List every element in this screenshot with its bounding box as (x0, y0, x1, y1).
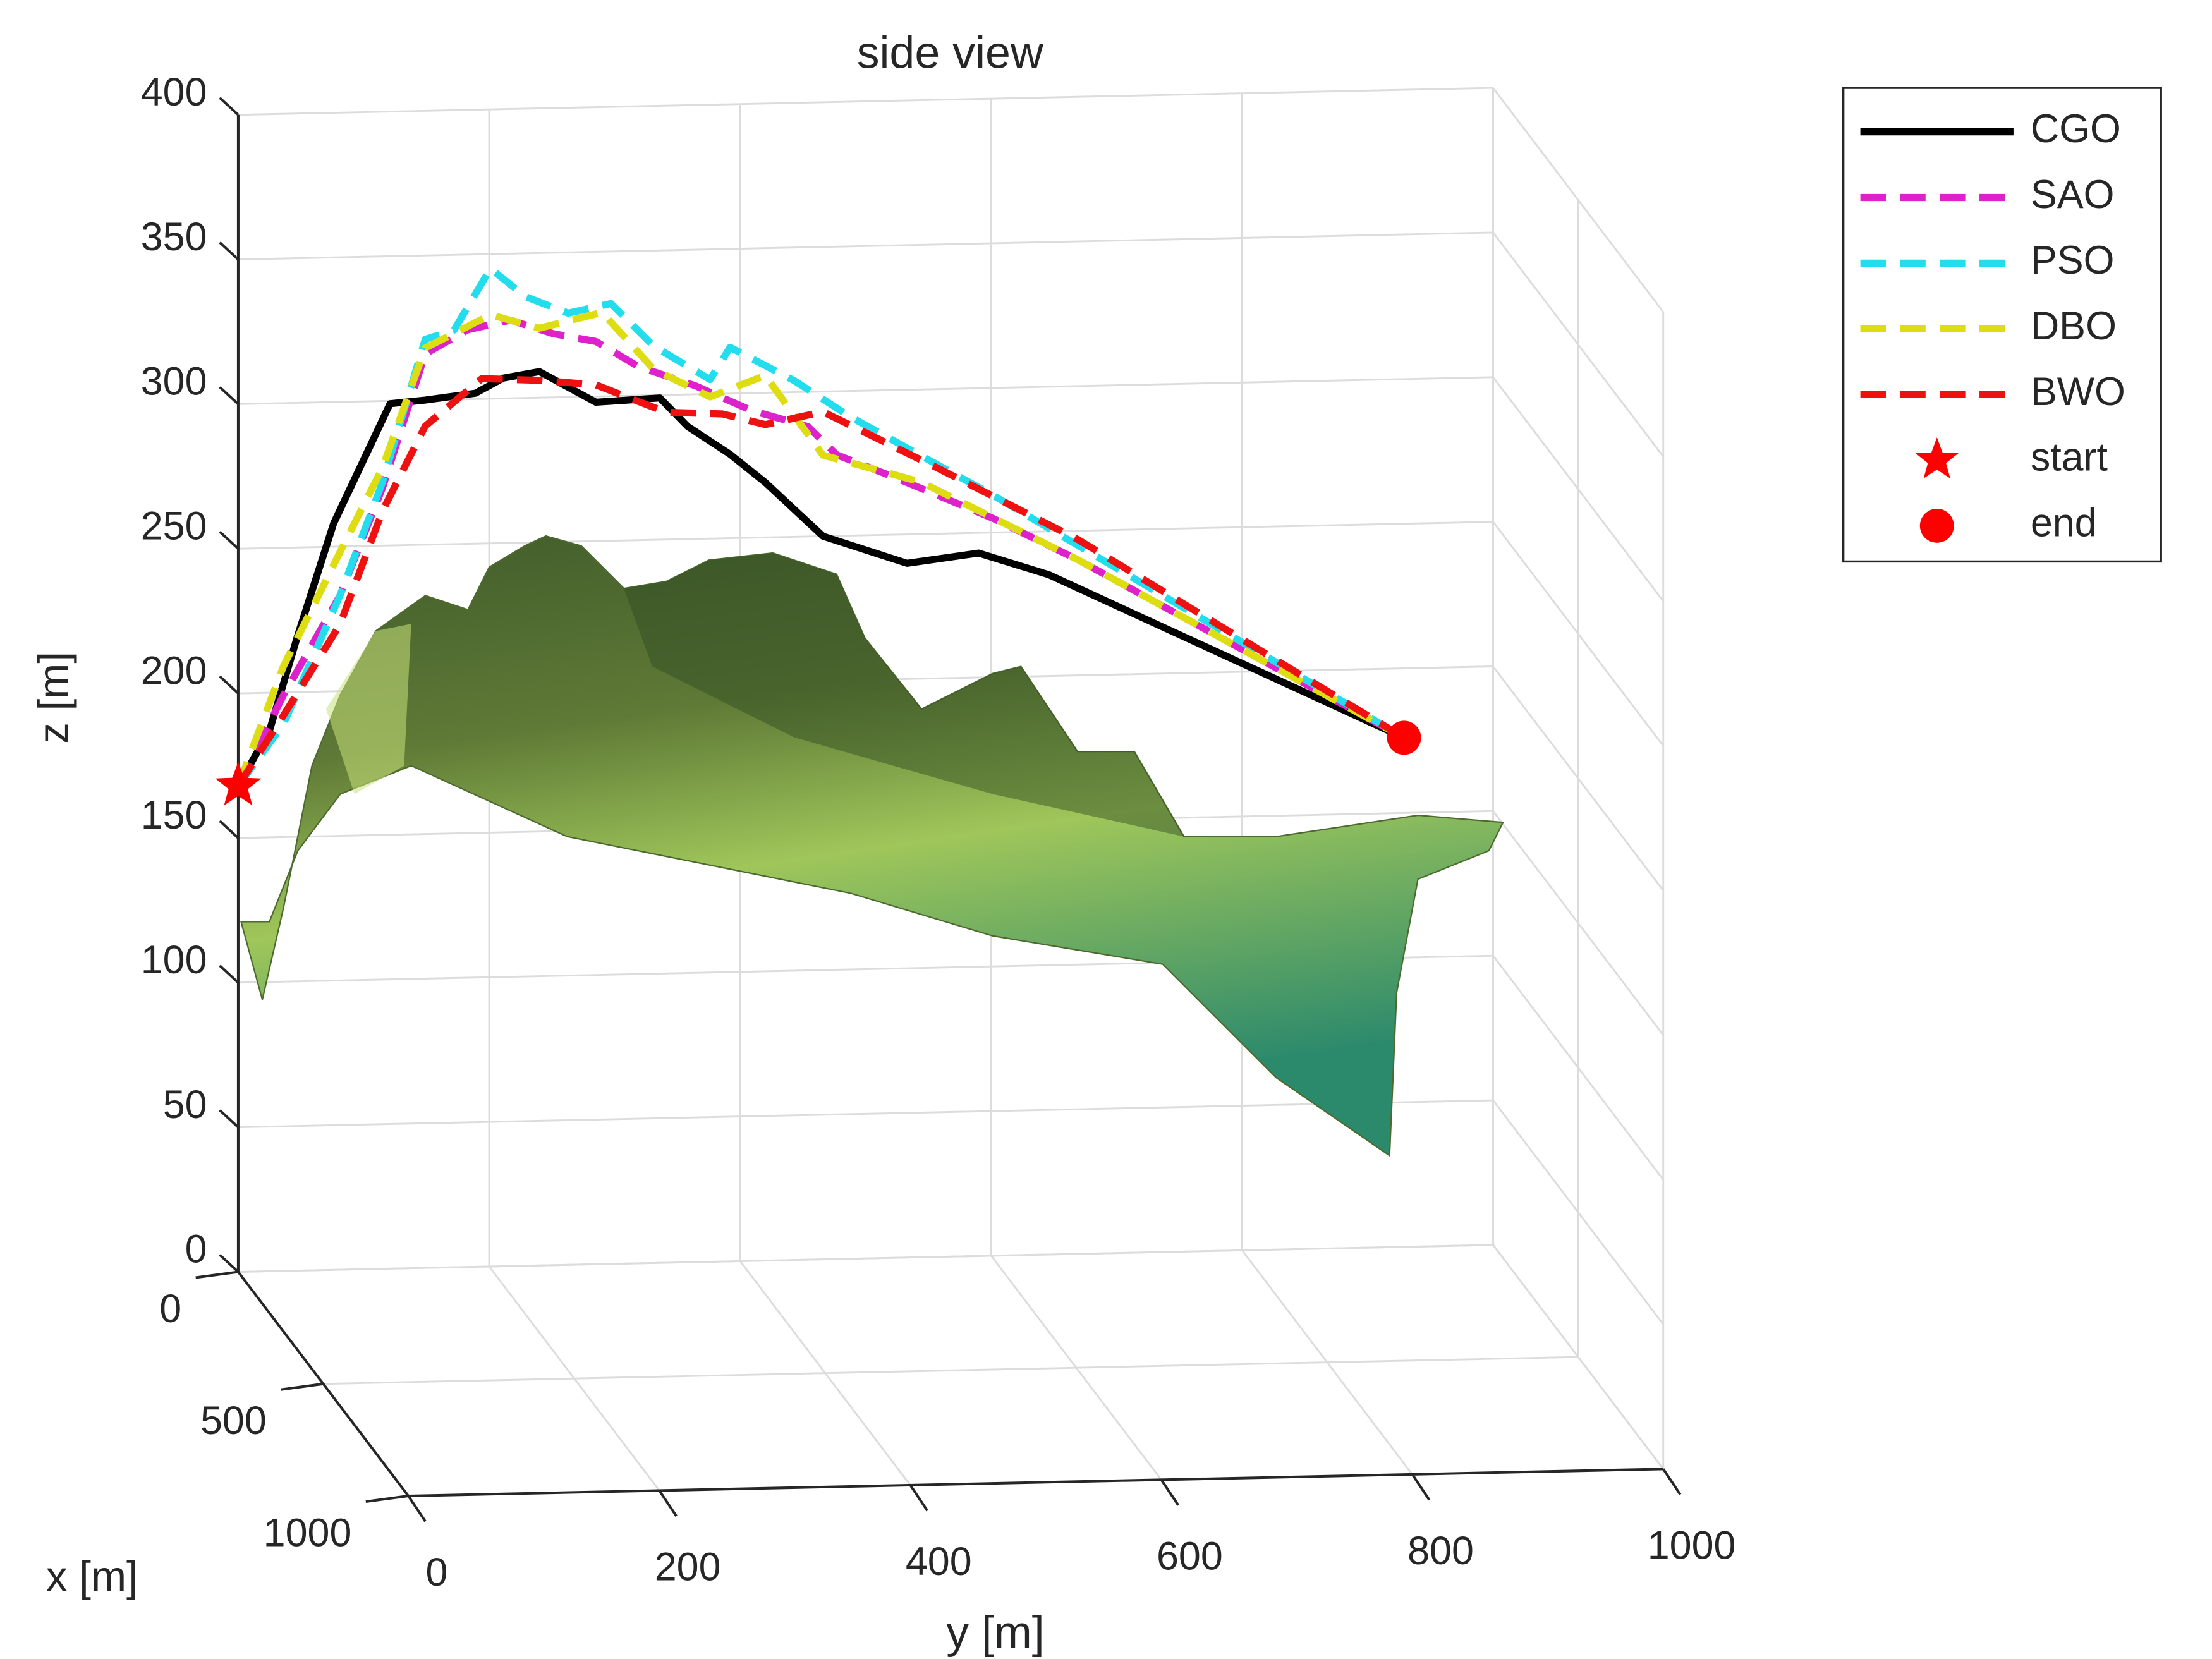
z-tick (219, 97, 240, 116)
y-tick (1662, 1468, 1682, 1495)
legend-label: end (2031, 501, 2097, 545)
y-tick (909, 1484, 928, 1512)
y-tick (658, 1490, 678, 1517)
grid-line (238, 521, 1493, 550)
terrain-ridge (624, 553, 1184, 837)
z-tick-label: 250 (141, 504, 207, 548)
z-tick (219, 820, 240, 839)
y-tick-label: 800 (1407, 1529, 1474, 1573)
x-axis-label: x [m] (46, 1553, 138, 1600)
z-tick (219, 530, 240, 550)
grid-line (323, 1356, 1579, 1385)
path-line (235, 368, 1406, 788)
x-tick-label: 500 (200, 1399, 267, 1443)
grid-line (238, 1099, 1493, 1129)
path-line (235, 375, 1406, 788)
x-tick-label: 0 (159, 1287, 181, 1331)
chart-title: side view (857, 28, 1044, 78)
y-tick-label: 400 (906, 1540, 972, 1584)
y-tick-label: 1000 (1648, 1524, 1736, 1568)
z-tick (219, 964, 240, 984)
terrain-surface (240, 535, 1504, 1157)
z-tick-label: 200 (141, 648, 207, 693)
legend-label: BWO (2031, 370, 2125, 414)
paths (215, 265, 1421, 806)
z-tick-label: 0 (185, 1227, 207, 1272)
grid-line (238, 1244, 1493, 1273)
y-tick (1160, 1479, 1180, 1506)
legend-label: start (2031, 435, 2108, 480)
axes: 0 50 100 150 200 250 300 350 400 0 500 1000 0 200 400 6… (141, 70, 1736, 1595)
path-line (234, 308, 1406, 787)
end-marker (1387, 720, 1421, 755)
start-marker (215, 762, 262, 806)
x-tick (280, 1382, 324, 1391)
y-tick-label: 0 (426, 1550, 448, 1595)
y-tick-label: 200 (655, 1545, 721, 1589)
x-tick (195, 1270, 239, 1279)
z-tick (219, 1109, 240, 1129)
legend: CGO SAO PSO DBO BWO start end (1842, 87, 2162, 563)
z-tick-label: 150 (141, 793, 207, 837)
legend-label: DBO (2031, 304, 2117, 348)
z-tick (219, 675, 240, 695)
z-tick-label: 300 (141, 360, 207, 404)
legend-swatch (1919, 509, 1954, 543)
legend-swatch (1915, 437, 1959, 478)
legend-label: SAO (2031, 173, 2115, 217)
legend-label: CGO (2031, 107, 2121, 151)
grid-line (238, 87, 1493, 116)
legend-label: PSO (2031, 238, 2115, 283)
y-axis-label: y [m] (946, 1607, 1045, 1658)
z-tick (219, 1254, 240, 1273)
z-tick-label: 400 (141, 70, 207, 114)
grid-line (238, 231, 1493, 261)
y-tick (407, 1495, 427, 1522)
z-tick-label: 100 (141, 938, 207, 982)
z-tick-label: 350 (141, 215, 207, 259)
terrain-highlight (326, 624, 411, 794)
z-tick (219, 386, 240, 405)
z-tick-label: 50 (163, 1083, 207, 1127)
z-tick (219, 241, 240, 261)
y-axis (408, 1468, 1663, 1498)
path-line (234, 316, 1406, 788)
path-line (235, 265, 1406, 788)
y-tick (1411, 1473, 1431, 1501)
x-tick-label: 1000 (264, 1510, 352, 1555)
legend-box (1842, 87, 2162, 563)
y-tick-label: 600 (1157, 1534, 1223, 1579)
z-axis-label: z [m] (30, 652, 78, 744)
x-tick (365, 1494, 409, 1503)
